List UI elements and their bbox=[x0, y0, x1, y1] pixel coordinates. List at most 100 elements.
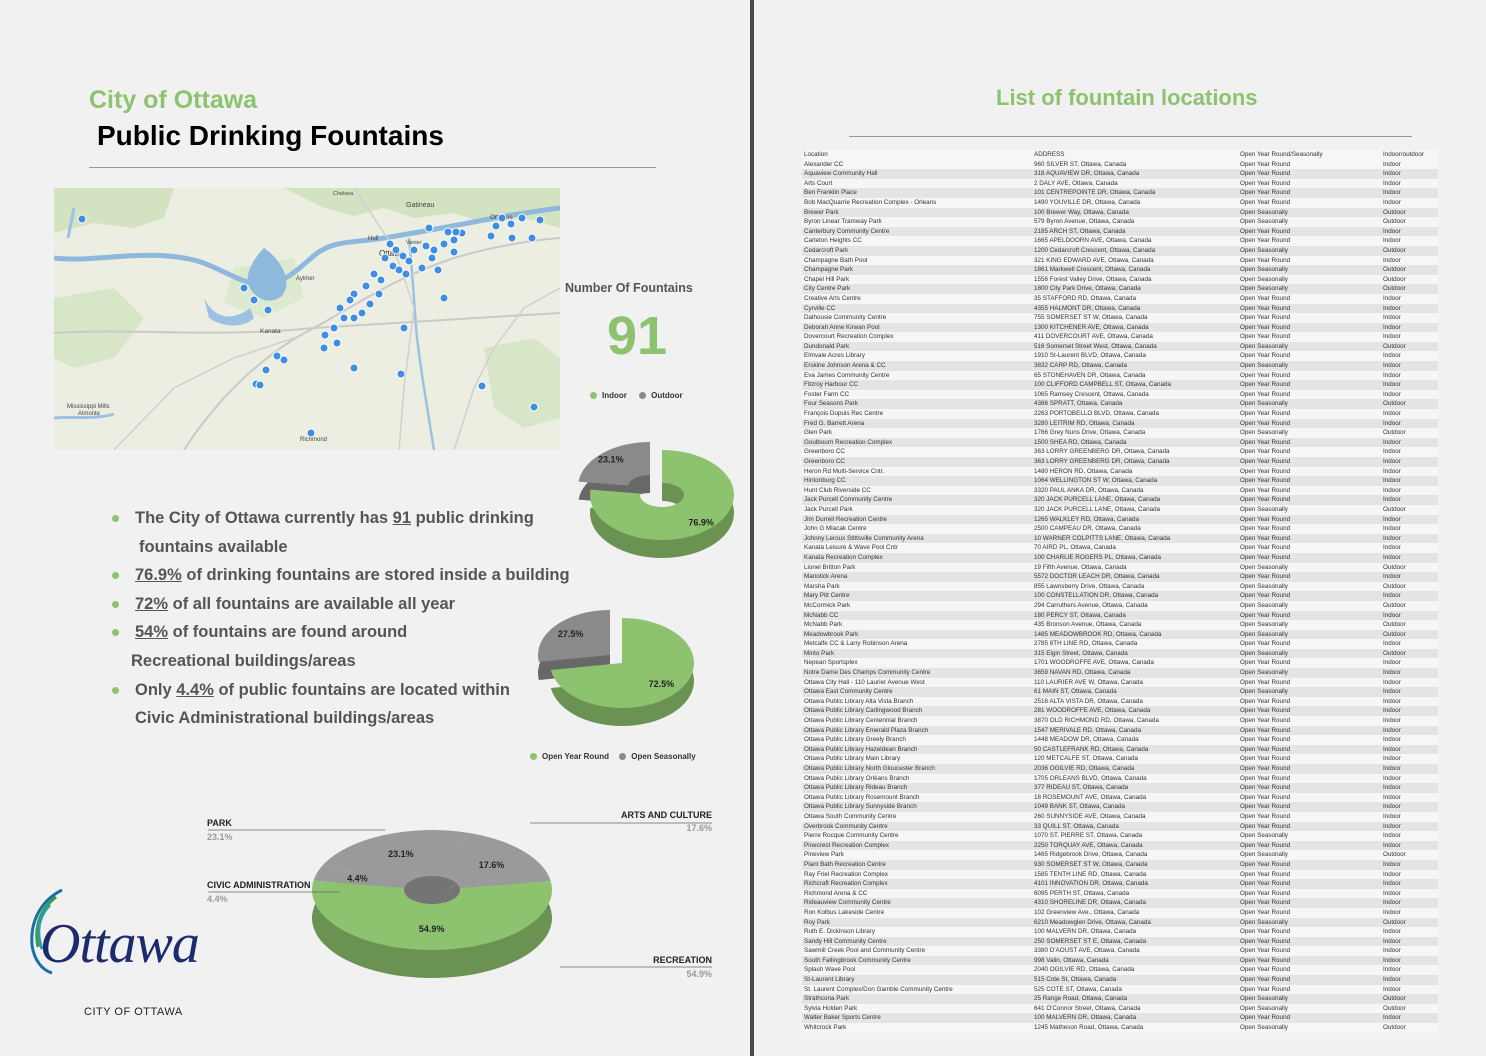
cell-indoor-outdoor: Indoor bbox=[1383, 956, 1401, 964]
map-label-hull: Hull bbox=[368, 236, 379, 242]
table-row: Nepean Sportsplex 1701 WOODROFFE AVE, Ott… bbox=[802, 658, 1438, 669]
cell-address: 1766 Grey Nuns Drive, Ottawa, Canada bbox=[1034, 429, 1146, 437]
table-row: Heron Rd Multi-Service Cntr. 1480 HERON R… bbox=[802, 466, 1438, 477]
cell-indoor-outdoor: Outdoor bbox=[1383, 400, 1406, 408]
cell-address: 2250 TORQUAY AVE, Ottawa, Canada bbox=[1034, 841, 1143, 849]
cell-availability: Open Year Round bbox=[1240, 410, 1291, 418]
cell-indoor-outdoor: Outdoor bbox=[1383, 851, 1406, 859]
fountain-table-wrap[interactable]: Location ADDRESS Open Year Round/Seasona… bbox=[802, 150, 1438, 1033]
cell-indoor-outdoor: Outdoor bbox=[1383, 285, 1406, 293]
legend-outdoor-label: Outdoor bbox=[651, 391, 683, 400]
fountain-map[interactable]: Gatineau Chelsea Hull Ottawa Vanier Kana… bbox=[54, 188, 560, 450]
cell-address: 110 LAURIER AVE W, Ottawa, Canada bbox=[1034, 678, 1143, 686]
cell-location: Heron Rd Multi-Service Cntr. bbox=[804, 467, 885, 475]
ottawa-logo-mark bbox=[30, 888, 63, 975]
cell-availability: Open Year Round bbox=[1240, 448, 1291, 456]
cell-address: 960 SILVER ST, Ottawa, Canada bbox=[1034, 160, 1127, 168]
pie3-pct-arts: 17.6% bbox=[479, 860, 505, 870]
table-row: Four Seasons Park 4386 SPRATT, Ottawa, Ca… bbox=[802, 399, 1438, 410]
table-row: Fred G. Barrett Arena 3280 LEITRIM RD, Ot… bbox=[802, 418, 1438, 429]
cell-address: 100 MALVERN DR, Ottawa, Canada bbox=[1034, 1014, 1137, 1022]
cell-address: 3659 NAVAN RD, Ottawa, Canada bbox=[1034, 669, 1131, 677]
cell-indoor-outdoor: Indoor bbox=[1383, 870, 1401, 878]
bullet-dot bbox=[112, 686, 119, 694]
table-row: Ottawa Public Library Greely Branch 1448 … bbox=[802, 735, 1438, 745]
cell-address: 1465 Ridgebrook Drive, Ottawa, Canada bbox=[1034, 851, 1148, 859]
cell-indoor-outdoor: Indoor bbox=[1383, 908, 1401, 916]
cell-availability: Open Year Round bbox=[1240, 745, 1291, 753]
cell-location: Ben Franklin Place bbox=[804, 189, 857, 197]
cell-availability: Open Seasonally bbox=[1240, 1024, 1288, 1032]
cell-indoor-outdoor: Indoor bbox=[1383, 985, 1401, 993]
cell-indoor-outdoor: Indoor bbox=[1383, 227, 1401, 235]
cell-location: Chapel Hill Park bbox=[804, 275, 850, 283]
cell-location: Jim Durrell Recreation Centre bbox=[804, 515, 887, 523]
cell-location: Goulbourn Recreation Complex bbox=[804, 438, 893, 446]
cell-availability: Open Seasonally bbox=[1240, 851, 1288, 859]
cell-address: 516 Somerset Street West, Ottawa, Canada bbox=[1034, 342, 1157, 350]
cell-availability: Open Year Round bbox=[1240, 880, 1291, 888]
table-row: Ottawa Public Library Centennial Branch 3… bbox=[802, 716, 1438, 726]
table-row: Ottawa East Community Centre 61 MAIN ST, … bbox=[802, 687, 1438, 697]
cell-address: 1245 Matheson Road, Ottawa, Canada bbox=[1034, 1024, 1144, 1032]
cell-indoor-outdoor: Outdoor bbox=[1383, 621, 1406, 629]
cell-indoor-outdoor: Indoor bbox=[1383, 745, 1401, 753]
cell-availability: Open Year Round bbox=[1240, 774, 1291, 782]
cell-availability: Open Year Round bbox=[1240, 573, 1291, 581]
map-canvas bbox=[54, 188, 560, 450]
table-row: Ottawa Public Library Hazeldean Branch 50… bbox=[802, 744, 1438, 755]
table-row: Brewer Park 100 Brewer Way, Ottawa, Canad… bbox=[802, 207, 1438, 218]
cell-availability: Open Year Round bbox=[1240, 928, 1291, 936]
cell-location: Pierre Rocque Community Centre bbox=[804, 832, 899, 840]
cell-location: Creative Arts Centre bbox=[804, 294, 861, 302]
cell-availability: Open Year Round bbox=[1240, 189, 1291, 197]
cell-address: 35 STAFFORD RD, Ottawa, Canada bbox=[1034, 294, 1137, 302]
cell-indoor-outdoor: Indoor bbox=[1383, 812, 1401, 820]
cell-indoor-outdoor: Indoor bbox=[1383, 697, 1401, 705]
cell-location: Ottawa Public Library Greely Branch bbox=[804, 736, 906, 744]
cell-availability: Open Year Round bbox=[1240, 956, 1291, 964]
cell-availability: Open Year Round bbox=[1240, 736, 1291, 744]
list-title: List of fountain locations bbox=[996, 85, 1258, 110]
cell-indoor-outdoor: Indoor bbox=[1383, 323, 1401, 331]
bullet-5-cont: Civic Administrational buildings/areas bbox=[135, 709, 435, 728]
cell-location: Dundonald Park bbox=[804, 342, 850, 350]
pie-slice bbox=[312, 880, 552, 950]
cell-address: 320 JACK PURCELL LANE, Ottawa, Canada bbox=[1034, 496, 1161, 504]
cell-location: Elmvale Acres Library bbox=[804, 352, 865, 360]
cell-location: South Fallingbrook Community Centre bbox=[804, 956, 911, 964]
cell-location: Overbrook Community Centre bbox=[804, 822, 888, 830]
cell-availability: Open Seasonally bbox=[1240, 918, 1288, 926]
cell-availability: Open Seasonally bbox=[1240, 630, 1288, 638]
cell-location: Plant Bath Recreation Centre bbox=[804, 860, 886, 868]
cell-address: 3380 D'AOUST AVE, Ottawa, Canada bbox=[1034, 947, 1140, 955]
cell-address: 2516 ALTA VISTA DR, Ottawa, Canada bbox=[1034, 697, 1143, 705]
cell-address: 3832 CARP RD, Ottawa, Canada bbox=[1034, 362, 1127, 370]
table-row: Sylvia Holden Park 641 O'Connor Street, O… bbox=[802, 1003, 1438, 1014]
cell-address: 377 RIDEAU ST, Ottawa, Canada bbox=[1034, 784, 1129, 792]
cell-address: 855 Lawnsberry Drive, Ottawa, Canada bbox=[1034, 582, 1145, 590]
cell-availability: Open Year Round bbox=[1240, 515, 1291, 523]
cell-location: Ottawa East Community Centre bbox=[804, 688, 893, 696]
cell-availability: Open Seasonally bbox=[1240, 832, 1288, 840]
table-row: Cyrville CC 4355 HALMONT DR, Ottawa, Cana… bbox=[802, 303, 1438, 314]
cell-location: Foster Farm CC bbox=[804, 390, 850, 398]
cell-availability: Open Year Round bbox=[1240, 793, 1291, 801]
cell-indoor-outdoor: Indoor bbox=[1383, 179, 1401, 187]
table-row: Ron Kolbus Lakeside Centre 102 Greenview … bbox=[802, 907, 1438, 918]
cell-location: Lionel Britton Park bbox=[804, 563, 856, 571]
cell-indoor-outdoor: Indoor bbox=[1383, 314, 1401, 322]
cell-address: 1556 Forest Valley Drive, Ottawa, Canada bbox=[1034, 275, 1152, 283]
table-row: Alexander CC 960 SILVER ST, Ottawa, Canad… bbox=[802, 159, 1438, 170]
bullet-text: of fountains are found around bbox=[168, 623, 408, 642]
cell-availability: Open Year Round bbox=[1240, 237, 1291, 245]
bullet-dot bbox=[112, 600, 119, 608]
cell-location: Splash Wave Pool bbox=[804, 966, 856, 974]
table-row: Strathcona Park 25 Range Road, Ottawa, Ca… bbox=[802, 994, 1438, 1004]
cell-location: McCormick Park bbox=[804, 601, 851, 609]
table-row: Glen Park 1766 Grey Nuns Drive, Ottawa, C… bbox=[802, 428, 1438, 438]
cell-address: 2040 OGILVIE RD, Ottawa, Canada bbox=[1034, 966, 1135, 974]
cell-indoor-outdoor: Outdoor bbox=[1383, 342, 1406, 350]
table-row: Creative Arts Centre 35 STAFFORD RD, Otta… bbox=[802, 293, 1438, 304]
cat-label-civic: CIVIC ADMINISTRATION bbox=[207, 880, 311, 890]
